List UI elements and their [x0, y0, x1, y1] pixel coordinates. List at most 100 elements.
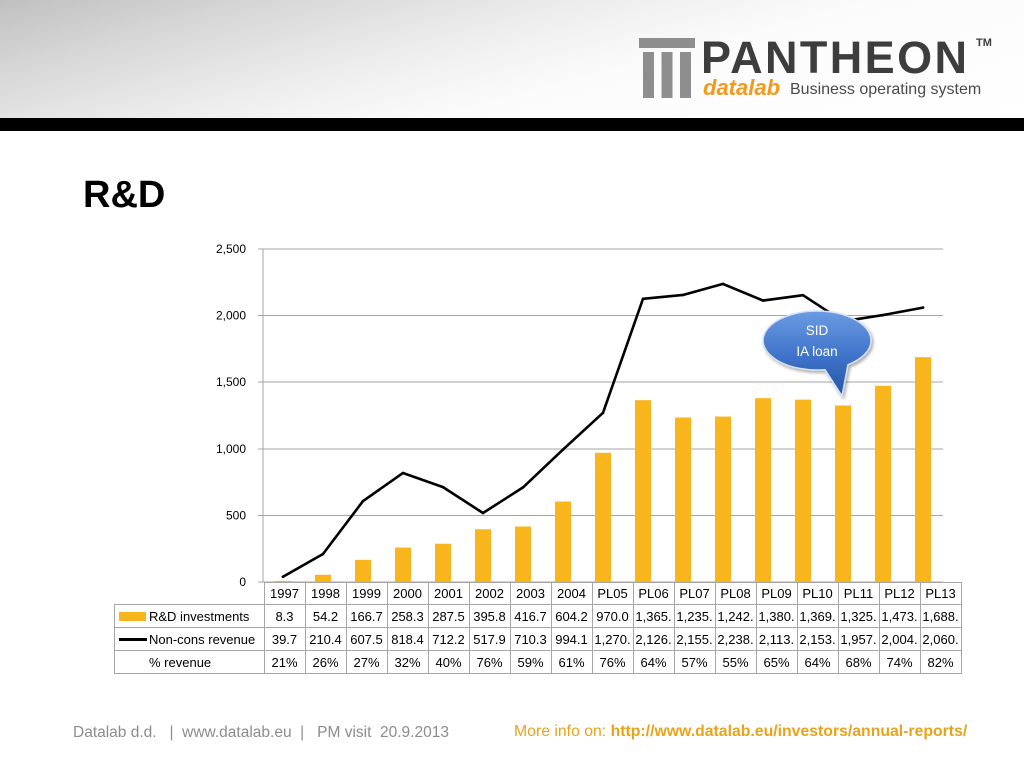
- logo-tagline: Business operating system: [790, 81, 982, 98]
- table-cell: 2,153.: [796, 627, 839, 651]
- bar-r-d-investments: [275, 580, 291, 582]
- table-cell: 818.4: [386, 627, 429, 651]
- bar-r-d-investments: [715, 416, 731, 582]
- header-background: [0, 0, 1024, 118]
- table-category-header: PL06: [632, 582, 675, 605]
- callout-bubble: [762, 310, 872, 398]
- bar-r-d-investments: [755, 398, 771, 582]
- table-category-header: 1997: [263, 582, 306, 605]
- table-cell: 970.0: [591, 604, 634, 628]
- line-point-non-cons-revenue: [721, 282, 725, 286]
- bar-r-d-investments: [435, 543, 451, 582]
- table-corner-cell: [114, 582, 265, 605]
- table-row-label: Non-cons revenue: [149, 631, 256, 647]
- line-point-non-cons-revenue: [921, 306, 925, 309]
- header-divider-bar: [0, 118, 1024, 131]
- table-cell: 76%: [468, 650, 511, 674]
- table-cell: 517.9: [468, 627, 511, 651]
- table-cell: 26%: [304, 650, 347, 674]
- table-cell: 57%: [673, 650, 716, 674]
- table-category-header: 2003: [509, 582, 552, 605]
- table-cell: 1,270.: [591, 627, 634, 651]
- table-cell: 166.7: [345, 604, 388, 628]
- line-point-non-cons-revenue: [521, 486, 525, 489]
- line-point-non-cons-revenue: [321, 552, 325, 556]
- table-cell: 68%: [837, 650, 880, 674]
- callout-line-2: IA loan: [796, 344, 837, 359]
- more-info-label: More info on:: [514, 723, 607, 740]
- line-point-non-cons-revenue: [681, 293, 685, 297]
- table-row-label-cell: % revenue: [114, 650, 265, 674]
- line-point-non-cons-revenue: [801, 293, 805, 297]
- logo-brand-text: PANTHEON: [701, 32, 970, 83]
- table-cell: 64%: [796, 650, 839, 674]
- table-cell: 395.8: [468, 604, 511, 628]
- bar-r-d-investments: [675, 417, 691, 582]
- table-cell: 287.5: [427, 604, 470, 628]
- table-cell: 1,380.: [755, 604, 798, 628]
- y-tick-label: 2,500: [216, 242, 246, 256]
- table-cell: 2,060.: [919, 627, 962, 651]
- table-cell: 1,957.: [837, 627, 880, 651]
- annual-reports-link[interactable]: http://www.datalab.eu/investors/annual-r…: [610, 723, 968, 740]
- table-category-header: 2002: [468, 582, 511, 605]
- line-point-non-cons-revenue: [761, 299, 765, 302]
- table-cell: 1,473.: [878, 604, 921, 628]
- table-cell: 64%: [632, 650, 675, 674]
- table-row-label-cell: Non-cons revenue: [114, 627, 265, 651]
- table-row: Non-cons revenue 39.7 210.4 607.5 818.4 712.2…: [114, 627, 962, 651]
- line-point-non-cons-revenue: [641, 297, 645, 301]
- bar-r-d-investments: [915, 357, 931, 582]
- table-cell: 1,242.: [714, 604, 757, 628]
- y-tick-label: 2,000: [216, 309, 246, 323]
- table-category-header: PL10: [796, 582, 839, 605]
- logo-datalab-text: datalab: [703, 75, 781, 100]
- table-cell: 27%: [345, 650, 388, 674]
- chart-data-table: 1997 1998 1999 2000 2001 2002 2003 2004 PL05 PL06…: [114, 582, 962, 674]
- table-cell: 8.3: [263, 604, 306, 628]
- table-category-header: PL09: [755, 582, 798, 605]
- table-cell: 258.3: [386, 604, 429, 628]
- table-header-row: 1997 1998 1999 2000 2001 2002 2003 2004 PL05 PL06…: [114, 582, 962, 605]
- footer-company-info: Datalab d.d. | www.datalab.eu | PM visit…: [73, 724, 449, 741]
- logo-column: [661, 52, 673, 98]
- table-cell: 2,004.: [878, 627, 921, 651]
- y-tick-label: 0: [239, 575, 246, 589]
- y-tick-label: 1,500: [216, 375, 246, 389]
- table-cell: 416.7: [509, 604, 552, 628]
- table-cell: 82%: [919, 650, 962, 674]
- page-title: R&D: [83, 174, 166, 216]
- table-category-header: PL08: [714, 582, 757, 605]
- bar-r-d-investments: [395, 547, 411, 582]
- bar-r-d-investments: [635, 400, 651, 582]
- table-cell: 54.2: [304, 604, 347, 628]
- callout-line-1: SID: [806, 323, 829, 338]
- bar-r-d-investments: [595, 452, 611, 582]
- table-cell: 2,238.: [714, 627, 757, 651]
- table-cell: 607.5: [345, 627, 388, 651]
- table-cell: 1,235.: [673, 604, 716, 628]
- table-cell: 39.7: [263, 627, 306, 651]
- table-cell: 2,155.: [673, 627, 716, 651]
- table-cell: 76%: [591, 650, 634, 674]
- legend-swatch-bar: [119, 612, 146, 621]
- line-point-non-cons-revenue: [481, 511, 485, 515]
- table-category-header: PL13: [919, 582, 962, 605]
- y-tick-label: 500: [226, 508, 246, 522]
- bar-r-d-investments: [795, 399, 811, 582]
- table-category-header: PL11: [837, 582, 880, 605]
- table-cell: 21%: [263, 650, 306, 674]
- footer-more-info: More info on: http://www.datalab.eu/inve…: [514, 723, 967, 741]
- table-cell: 74%: [878, 650, 921, 674]
- logo-column: [680, 52, 691, 98]
- y-tick-label: 1,000: [216, 442, 246, 456]
- bar-r-d-investments: [315, 574, 331, 582]
- table-cell: 1,325.: [837, 604, 880, 628]
- table-cell: 1,369.: [796, 604, 839, 628]
- table-cell: 2,126.: [632, 627, 675, 651]
- logo-trademark: TM: [976, 37, 992, 49]
- table-cell: 65%: [755, 650, 798, 674]
- table-cell: 712.2: [427, 627, 470, 651]
- table-cell: 40%: [427, 650, 470, 674]
- line-point-non-cons-revenue: [601, 411, 605, 415]
